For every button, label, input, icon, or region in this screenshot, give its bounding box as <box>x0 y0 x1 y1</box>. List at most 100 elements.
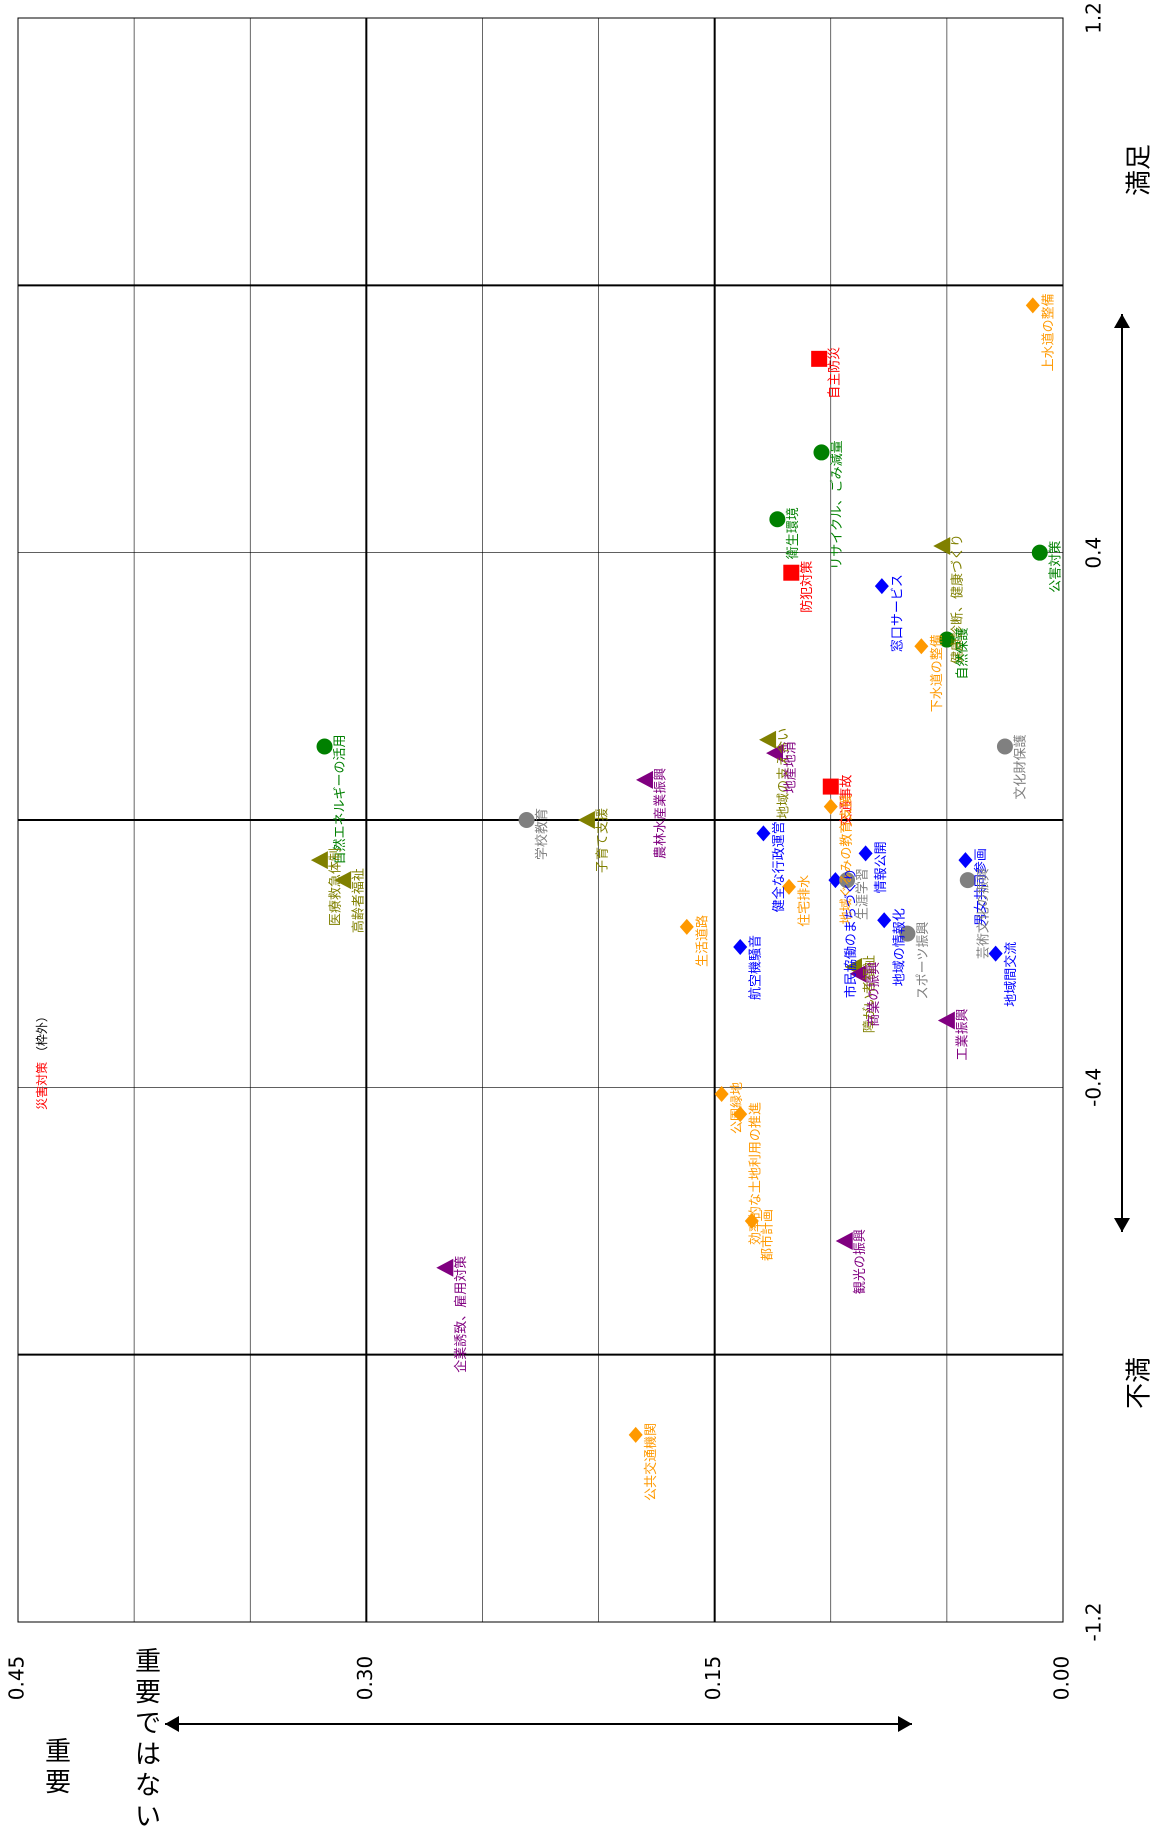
point-4-triangle-marker <box>933 536 951 555</box>
point-25-label: 生涯学習 <box>855 868 871 920</box>
y-tick-label: 0.45 <box>5 1656 29 1701</box>
point-37-label: 公園緑地 <box>730 1082 745 1134</box>
point-36-label: 工業振興 <box>954 1009 970 1061</box>
point-10-label: 下水道の整備 <box>929 634 945 712</box>
point-18-label: 男女共同参画 <box>973 848 989 926</box>
point-27-circle-marker <box>959 872 976 889</box>
out-of-frame-note: 災害対策 （枠外） <box>34 1010 49 1110</box>
point-24-label: 市民協働のまちづくり <box>843 868 859 998</box>
point-30-diamond-marker <box>679 918 694 935</box>
point-7-label: 防犯対策 <box>799 561 815 613</box>
point-34-label: 障がい者福祉 <box>863 955 878 1033</box>
point-1-label: 上水道の整備 <box>1040 293 1056 371</box>
axis-arrow-head <box>1114 1218 1130 1232</box>
point-4-label: 健康診断、健康づくり <box>950 534 966 664</box>
point-6-circle-marker <box>1031 544 1048 561</box>
important-label: 重要 <box>45 1737 71 1798</box>
point-2-label: 自主防災 <box>827 347 843 399</box>
point-2-square-marker <box>811 350 828 367</box>
point-40-label: 観光の振興 <box>853 1229 868 1294</box>
point-3-label: リサイクル、ごみ減量 <box>829 440 845 569</box>
plot-frame <box>17 17 1064 1623</box>
point-19-label: 医療救急体制 <box>327 848 343 926</box>
point-15-circle-marker <box>996 738 1013 755</box>
not-important-label: 重要ではない <box>135 1647 161 1831</box>
point-32-label: 航空機騒音 <box>748 935 764 1000</box>
dissatisfied-label: 不満 <box>1125 1357 1155 1409</box>
point-42-label: 公共交通機関 <box>643 1423 659 1501</box>
y-tick-label: 0.15 <box>701 1656 725 1701</box>
point-28-label: 住宅排水 <box>797 875 812 927</box>
point-13-label: 地産地消 <box>783 741 799 793</box>
point-14-label: 農林水産業振興 <box>653 768 669 859</box>
point-38-diamond-marker <box>733 1106 748 1123</box>
point-15-label: 文化財保護 <box>1012 734 1028 799</box>
x-tick-label: -1.2 <box>1082 1602 1106 1641</box>
axis-arrow-head <box>1114 314 1130 328</box>
point-20-circle-marker <box>518 812 535 828</box>
point-39-label: 都市計画 <box>759 1209 775 1261</box>
point-32-diamond-marker <box>733 938 748 955</box>
point-21-label: 子育て支援 <box>594 808 610 873</box>
point-17-diamond-marker <box>823 798 838 815</box>
point-16-square-marker <box>822 778 839 795</box>
point-12-triangle-marker <box>759 730 777 749</box>
point-42-diamond-marker <box>628 1426 643 1443</box>
point-31-circle-marker <box>899 925 916 942</box>
axis-arrow-head <box>898 1716 912 1732</box>
point-38-label: 効率的な土地利用の推進 <box>748 1102 764 1245</box>
point-24-diamond-marker <box>828 872 843 889</box>
point-41-triangle-marker <box>436 1258 454 1277</box>
y-tick-label: 0.00 <box>1050 1656 1074 1701</box>
point-10-diamond-marker <box>914 638 929 655</box>
point-33-diamond-marker <box>988 945 1003 962</box>
satisfied-label: 満足 <box>1125 144 1155 196</box>
point-22-diamond-marker <box>756 825 771 842</box>
x-tick-label: 1.2 <box>1082 2 1106 34</box>
point-27-label: 芸術文化の振興 <box>975 868 991 959</box>
point-7-square-marker <box>783 564 800 581</box>
point-8-label: 窓口サービス <box>889 574 905 652</box>
point-30-label: 生活道路 <box>694 915 710 967</box>
note-text: 災害対策 <box>34 1062 49 1110</box>
axis-arrow-head <box>165 1716 179 1732</box>
point-9-circle-marker <box>938 631 955 648</box>
point-22-label: 健全な行政運営 <box>771 821 787 912</box>
data-points <box>310 297 1048 1443</box>
point-5-label: 衛生環境 <box>786 507 801 559</box>
point-16-label: 交通事故 <box>838 775 854 827</box>
point-36-triangle-marker <box>937 1011 955 1030</box>
point-41-label: 企業誘致、雇用対策 <box>453 1256 469 1373</box>
point-3-circle-marker <box>813 444 830 461</box>
grid-lines <box>17 17 1064 1623</box>
point-33-label: 地域間交流 <box>1003 942 1019 1007</box>
note-suffix: （枠外） <box>35 1010 49 1062</box>
point-28-diamond-marker <box>781 878 796 895</box>
point-40-triangle-marker <box>835 1232 853 1251</box>
point-8-diamond-marker <box>874 578 889 595</box>
point-29-label: 地域の情報化 <box>893 908 908 986</box>
point-35-triangle-marker <box>849 964 867 983</box>
x-tick-label: 0.4 <box>1082 537 1106 569</box>
point-18-diamond-marker <box>958 852 973 869</box>
point-17-label: 地域ぐるみの教育支援 <box>838 795 854 925</box>
point-31-label: スポーツ振興 <box>916 922 931 1000</box>
point-23-label: 情報公開 <box>874 841 889 893</box>
point-25-circle-marker <box>839 872 856 889</box>
point-23-diamond-marker <box>858 845 873 862</box>
point-26-triangle-marker <box>334 871 352 890</box>
point-21-triangle-marker <box>577 811 595 829</box>
point-1-diamond-marker <box>1025 297 1040 314</box>
point-19-triangle-marker <box>310 851 328 870</box>
point-6-label: 公害対策 <box>1047 541 1063 593</box>
point-9-label: 自然保護 <box>954 628 970 680</box>
x-tick-label: -0.4 <box>1082 1068 1106 1107</box>
point-5-circle-marker <box>769 511 786 528</box>
point-11-label: 自然エネルギーの活用 <box>332 734 348 864</box>
point-13-triangle-marker <box>766 744 784 763</box>
point-29-diamond-marker <box>877 912 892 929</box>
point-11-circle-marker <box>316 738 333 755</box>
